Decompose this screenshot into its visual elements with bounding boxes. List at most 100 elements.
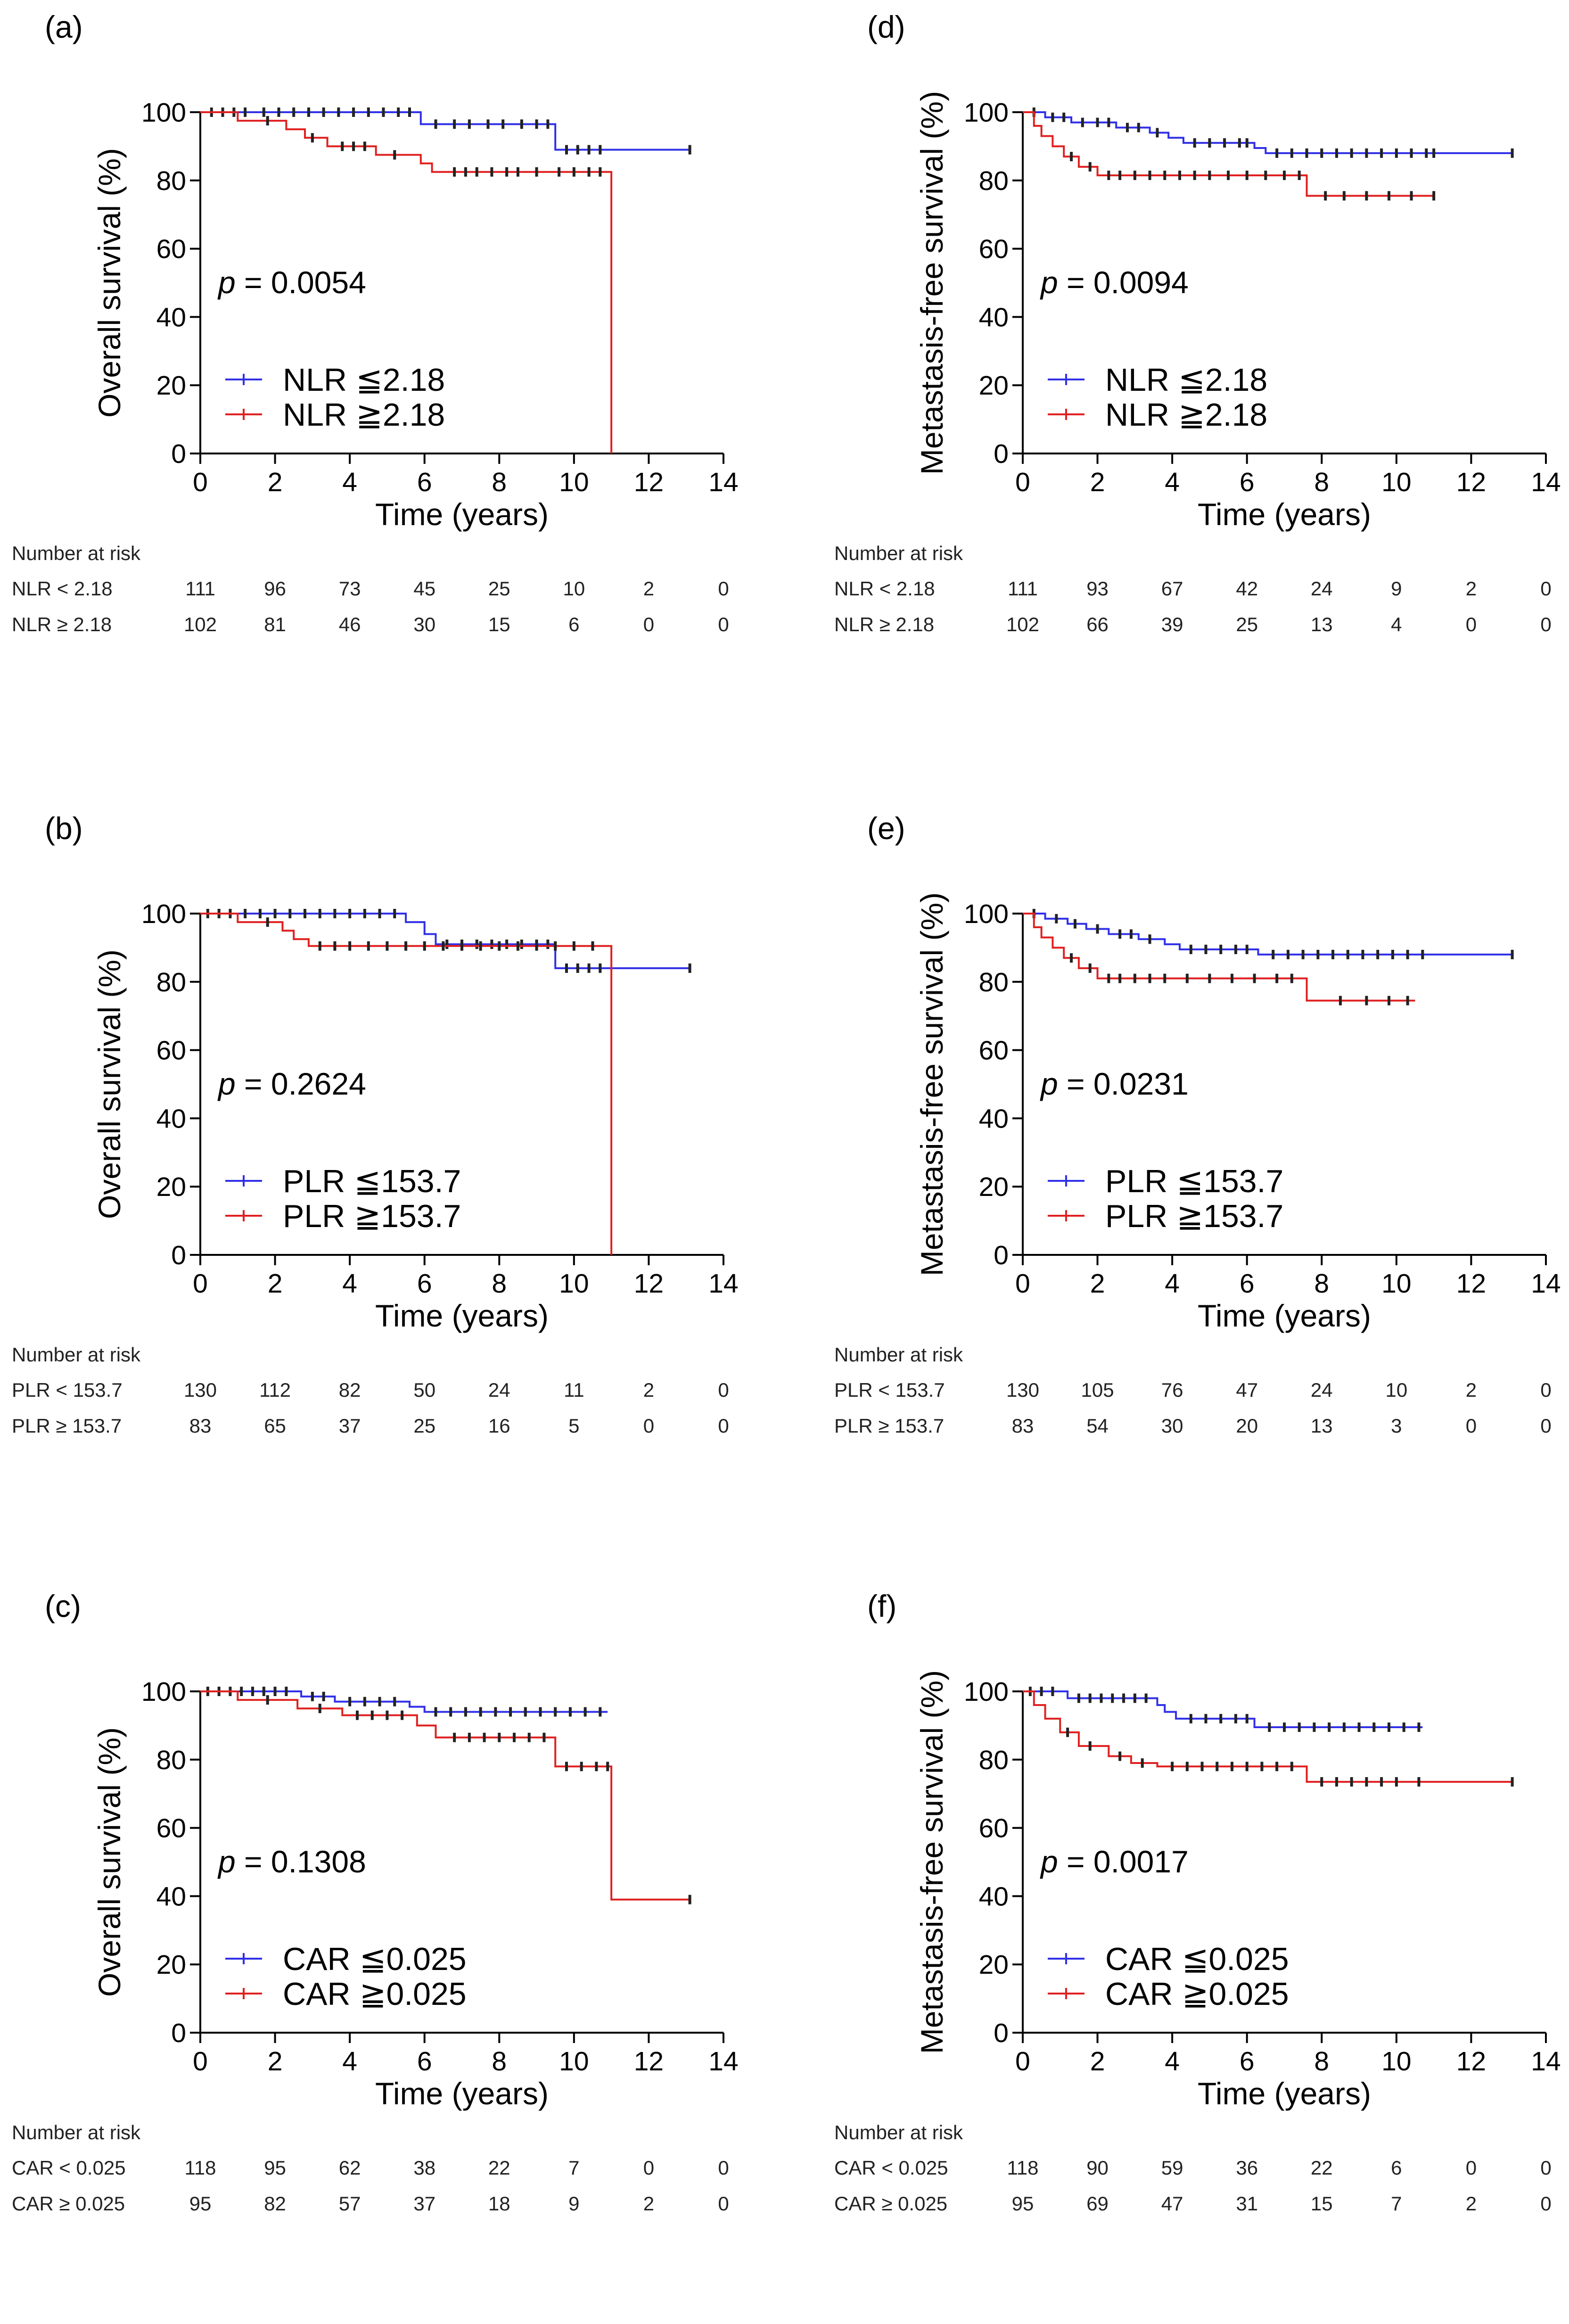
x-tick-label: 6 bbox=[417, 1269, 432, 1299]
risk-count: 30 bbox=[413, 613, 435, 635]
risk-count: 95 bbox=[189, 2192, 212, 2215]
legend-label-red: PLR ≧153.7 bbox=[1105, 1198, 1283, 1234]
km-chart-svg: (e)02040608010002468101214Metastasis-fre… bbox=[822, 801, 1569, 1546]
risk-count: 37 bbox=[413, 2192, 435, 2215]
risk-count: 46 bbox=[339, 613, 361, 635]
x-tick-label: 0 bbox=[1015, 467, 1030, 497]
x-tick-label: 12 bbox=[634, 2046, 664, 2077]
x-tick-label: 14 bbox=[708, 1269, 738, 1299]
risk-count: 62 bbox=[339, 2157, 361, 2179]
x-tick-label: 4 bbox=[342, 2046, 357, 2077]
y-tick-label: 40 bbox=[979, 1881, 1009, 1912]
x-axis-label: Time (years) bbox=[1198, 1298, 1371, 1333]
y-tick-label: 40 bbox=[156, 302, 186, 332]
risk-count: 90 bbox=[1086, 2157, 1109, 2179]
risk-count: 15 bbox=[488, 613, 510, 635]
risk-count: 0 bbox=[1540, 2192, 1551, 2215]
y-tick-label: 100 bbox=[964, 899, 1009, 929]
km-chart-svg: (a)02040608010002468101214Overall surviv… bbox=[0, 0, 784, 745]
risk-count: 83 bbox=[189, 1415, 212, 1437]
risk-count: 22 bbox=[488, 2157, 510, 2179]
p-value: = 0.0231 bbox=[1067, 1066, 1189, 1101]
risk-count: 42 bbox=[1236, 577, 1258, 600]
km-chart-svg: (f)02040608010002468101214Metastasis-fre… bbox=[822, 1579, 1569, 2324]
risk-count: 102 bbox=[184, 613, 217, 635]
risk-count: 0 bbox=[718, 577, 729, 600]
x-axis-label: Time (years) bbox=[375, 1298, 549, 1333]
risk-count: 10 bbox=[563, 577, 585, 600]
legend-label-blue: NLR ≦2.18 bbox=[283, 362, 445, 398]
risk-count: 0 bbox=[1540, 1415, 1551, 1437]
risk-count: 0 bbox=[1466, 613, 1477, 635]
risk-count: 30 bbox=[1161, 1415, 1183, 1437]
km-panel-c: (c)02040608010002468101214Overall surviv… bbox=[0, 1579, 784, 2324]
x-tick-label: 10 bbox=[1381, 467, 1411, 497]
risk-count: 25 bbox=[413, 1415, 435, 1437]
x-tick-label: 10 bbox=[559, 1269, 589, 1299]
risk-count: 0 bbox=[1540, 577, 1551, 600]
risk-count: 15 bbox=[1311, 2192, 1333, 2215]
y-axis-label: Metastasis-free survival (%) bbox=[914, 892, 949, 1276]
x-tick-label: 6 bbox=[417, 2046, 432, 2077]
risk-count: 25 bbox=[488, 577, 510, 600]
risk-count: 130 bbox=[1006, 1379, 1039, 1401]
panel-label: (d) bbox=[867, 9, 905, 44]
x-tick-label: 4 bbox=[342, 467, 357, 497]
risk-count: 0 bbox=[1466, 2157, 1477, 2179]
p-symbol: p bbox=[1040, 1066, 1067, 1101]
risk-table-title: Number at risk bbox=[12, 2121, 141, 2143]
legend-label-blue: CAR ≦0.025 bbox=[283, 1941, 467, 1977]
x-tick-label: 4 bbox=[1165, 1269, 1180, 1299]
y-tick-label: 100 bbox=[141, 899, 186, 929]
risk-count: 20 bbox=[1236, 1415, 1258, 1437]
risk-table-title: Number at risk bbox=[12, 542, 141, 564]
risk-count: 16 bbox=[488, 1415, 510, 1437]
p-symbol: p bbox=[217, 265, 244, 300]
x-tick-label: 14 bbox=[1531, 1269, 1561, 1299]
y-tick-label: 60 bbox=[156, 1813, 186, 1844]
risk-count: 36 bbox=[1236, 2157, 1258, 2179]
p-value: = 0.0094 bbox=[1067, 265, 1189, 300]
p-value-annotation: p = 0.0054 bbox=[217, 265, 366, 300]
x-tick-label: 10 bbox=[1381, 2046, 1411, 2077]
y-tick-label: 40 bbox=[979, 1104, 1009, 1134]
risk-count: 25 bbox=[1236, 613, 1258, 635]
p-symbol: p bbox=[1040, 265, 1067, 300]
x-tick-label: 12 bbox=[634, 1269, 664, 1299]
risk-count: 24 bbox=[488, 1379, 510, 1401]
survival-curve-blue bbox=[200, 112, 690, 150]
risk-count: 2 bbox=[643, 2192, 654, 2215]
risk-count: 47 bbox=[1161, 2192, 1183, 2215]
x-tick-label: 14 bbox=[708, 467, 738, 497]
risk-row-label: NLR ≥ 2.18 bbox=[834, 613, 934, 635]
risk-row-label: NLR ≥ 2.18 bbox=[12, 613, 112, 635]
x-tick-label: 8 bbox=[492, 467, 507, 497]
risk-count: 105 bbox=[1081, 1379, 1114, 1401]
risk-count: 9 bbox=[568, 2192, 579, 2215]
p-value: = 0.1308 bbox=[244, 1844, 366, 1879]
risk-count: 45 bbox=[413, 577, 435, 600]
risk-count: 73 bbox=[339, 577, 361, 600]
legend-label-blue: PLR ≦153.7 bbox=[283, 1163, 461, 1199]
risk-count: 0 bbox=[718, 1379, 729, 1401]
x-tick-label: 8 bbox=[492, 1269, 507, 1299]
risk-row-label: CAR ≥ 0.025 bbox=[834, 2192, 947, 2215]
km-chart-svg: (d)02040608010002468101214Metastasis-fre… bbox=[822, 0, 1569, 745]
risk-count: 0 bbox=[1540, 613, 1551, 635]
risk-row-label: PLR < 153.7 bbox=[834, 1379, 945, 1401]
risk-table-title: Number at risk bbox=[834, 2121, 963, 2143]
risk-count: 6 bbox=[568, 613, 579, 635]
risk-count: 9 bbox=[1391, 577, 1402, 600]
risk-count: 111 bbox=[1008, 577, 1038, 600]
risk-count: 0 bbox=[718, 2192, 729, 2215]
risk-count: 93 bbox=[1086, 577, 1109, 600]
survival-curve-red bbox=[1023, 914, 1415, 1001]
survival-curve-red bbox=[1023, 1691, 1512, 1782]
p-value-annotation: p = 0.2624 bbox=[217, 1066, 366, 1101]
x-tick-label: 6 bbox=[1240, 2046, 1255, 2077]
risk-count: 82 bbox=[339, 1379, 361, 1401]
y-tick-label: 60 bbox=[979, 234, 1009, 264]
y-tick-label: 20 bbox=[979, 1950, 1009, 1980]
risk-count: 0 bbox=[1540, 1379, 1551, 1401]
risk-count: 38 bbox=[413, 2157, 435, 2179]
